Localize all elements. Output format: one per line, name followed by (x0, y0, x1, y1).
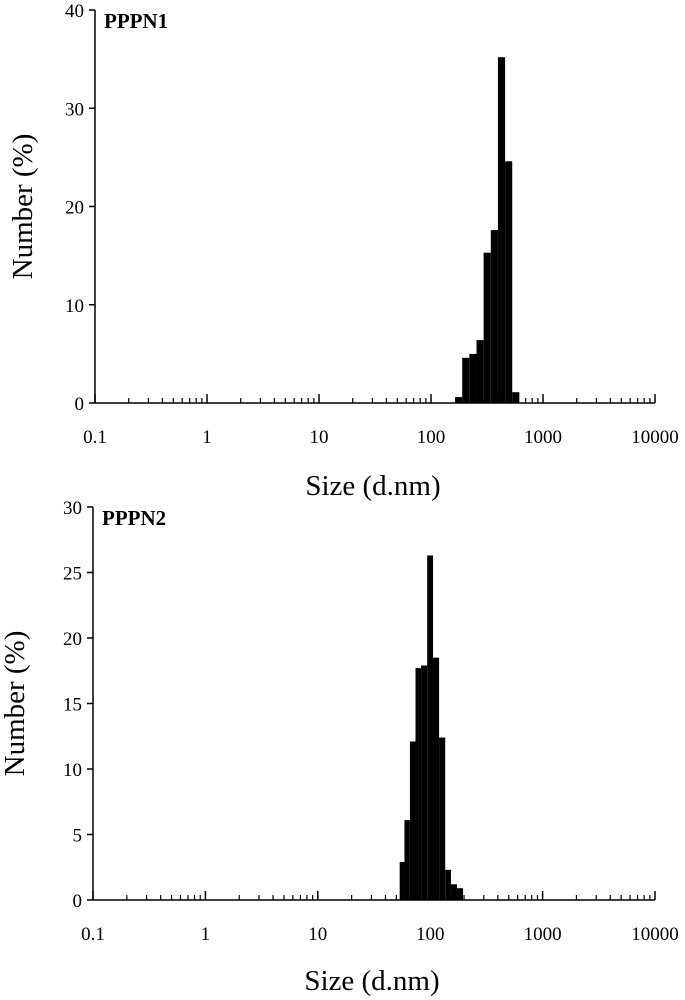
x-tick-label: 10 (310, 427, 329, 448)
y-axis-title: Number (%) (0, 631, 31, 777)
x-tick-label: 0.1 (83, 427, 107, 448)
panel-label: PPPN2 (102, 506, 166, 530)
histogram-bar (469, 353, 477, 404)
chart-panel-pppn2: 0.1 1 10 100 1000 10000 0 5 10 15 20 25 30 Size (d.nm… (0, 498, 679, 997)
y-tick-label: 20 (65, 198, 84, 219)
x-tick-label: 1 (201, 924, 211, 945)
histogram-bar (505, 161, 513, 403)
y-tick-label: 25 (63, 564, 82, 585)
x-tick-label: 10000 (631, 427, 679, 448)
x-axis-title: Size (d.nm) (305, 470, 440, 502)
y-tick-label: 30 (65, 99, 84, 120)
histogram-bar (399, 862, 405, 900)
histogram-bar (497, 57, 506, 403)
x-tick-label: 10 (308, 924, 327, 945)
histogram-bar (490, 230, 498, 403)
y-tick-label: 30 (63, 498, 82, 519)
x-axis-title: Size (d.nm) (304, 965, 439, 997)
histogram-bar (483, 252, 491, 403)
histogram-bar (439, 737, 446, 900)
y-tick-label: 20 (63, 629, 82, 650)
histogram-bar (456, 888, 464, 900)
y-tick-label: 15 (63, 695, 82, 716)
histogram-bar (409, 741, 416, 900)
histogram-bar (462, 357, 470, 403)
y-tick-label: 0 (73, 891, 83, 912)
panel-label: PPPN1 (104, 9, 168, 33)
x-tick-label: 10000 (631, 924, 679, 945)
x-tick-label: 100 (416, 924, 445, 945)
x-tick-label: 0.1 (81, 924, 105, 945)
histogram-bar (433, 657, 440, 900)
histogram-bar (421, 665, 428, 900)
histogram-bar (427, 555, 434, 900)
histogram-bar (512, 392, 520, 403)
x-tick-label: 1000 (524, 924, 562, 945)
histogram-bar (445, 869, 451, 900)
y-axis-title: Number (%) (7, 134, 39, 280)
histogram-bar (404, 820, 410, 900)
y-tick-label: 40 (65, 1, 84, 22)
histogram-bar (476, 340, 484, 403)
histogram-bar (415, 668, 422, 900)
x-tick-label: 1000 (524, 427, 562, 448)
x-tick-label: 1 (202, 427, 212, 448)
y-tick-label: 10 (63, 760, 82, 781)
chart-panel-pppn1: 0.1 1 10 100 1000 10000 0 10 20 30 40 Size (d.nm) Nu… (7, 1, 679, 502)
histogram-bar (455, 397, 463, 403)
x-tick-label: 100 (417, 427, 446, 448)
y-tick-label: 0 (75, 394, 85, 415)
histogram-bar (450, 884, 457, 900)
y-tick-label: 10 (65, 296, 84, 317)
y-tick-label: 5 (73, 826, 83, 847)
